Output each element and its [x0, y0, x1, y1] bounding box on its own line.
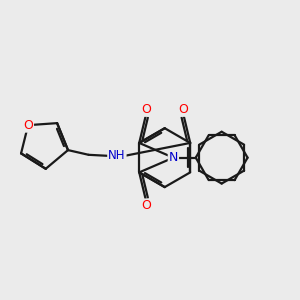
Text: O: O: [23, 119, 33, 132]
Text: NH: NH: [108, 149, 126, 163]
Text: O: O: [141, 200, 151, 212]
Text: O: O: [141, 103, 151, 116]
Text: N: N: [169, 151, 178, 164]
Text: O: O: [178, 103, 188, 116]
